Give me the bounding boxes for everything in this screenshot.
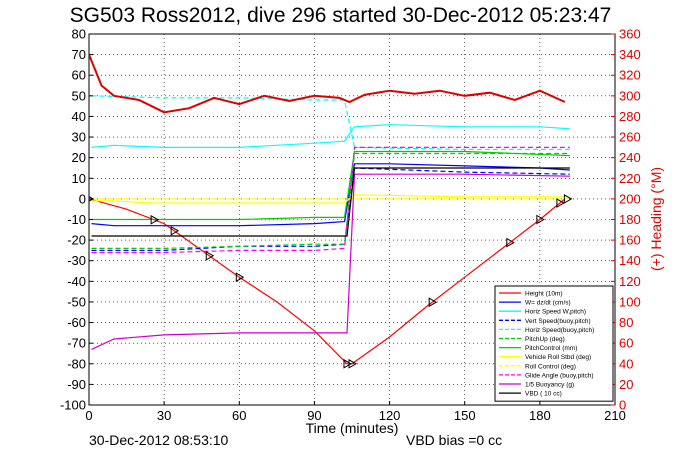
series-line <box>91 163 570 227</box>
y-tick-label: 0 <box>79 191 86 206</box>
right-tick-label: 40 <box>619 356 633 371</box>
y-tick-label: -60 <box>67 315 86 330</box>
y-tick-label: 30 <box>72 130 86 145</box>
x-tick-label: 30 <box>157 408 171 423</box>
right-tick-label: 160 <box>619 233 641 248</box>
depth-marker <box>556 198 565 208</box>
y-tick-label: 50 <box>72 88 86 103</box>
right-tick-label: 300 <box>619 88 641 103</box>
right-tick-label: 0 <box>619 398 626 413</box>
y-tick-label: -40 <box>67 274 86 289</box>
y-tick-label: 60 <box>72 68 86 83</box>
y-tick-label: -70 <box>67 336 86 351</box>
legend-entry-label: Glide Angle (buoy,pitch) <box>525 372 594 379</box>
x-axis-label: Time (minutes) <box>306 420 399 436</box>
legend-entry-label: Vehicle Roll Stbd (deg) <box>525 354 591 361</box>
right-tick-label: 100 <box>619 294 641 309</box>
series-line <box>91 167 570 237</box>
legend-entry-label: W= dz/dt (cm/s) <box>525 300 571 307</box>
y-tick-label: -10 <box>67 212 86 227</box>
depth-marker <box>348 358 358 369</box>
y-tick-label: -80 <box>67 356 86 371</box>
right-axis-label: (+) Heading (°M) <box>648 167 664 271</box>
footer-timestamp: 30-Dec-2012 08:53:10 <box>89 432 229 448</box>
series-line <box>91 95 570 150</box>
series-line <box>89 198 566 365</box>
depth-marker <box>205 250 215 261</box>
x-tick-label: 180 <box>529 408 551 423</box>
x-tick-label: 210 <box>604 408 626 423</box>
series-line <box>91 152 570 249</box>
depth-marker <box>536 214 545 225</box>
footer-vbd-bias: VBD bias =0 cc <box>406 432 503 448</box>
right-tick-label: 260 <box>619 130 641 145</box>
legend-entry-label: Vert Speed(buoy,pitch) <box>525 318 591 325</box>
right-tick-label: 180 <box>619 212 641 227</box>
heading-line <box>89 54 566 114</box>
series-line <box>91 173 570 350</box>
x-tick-label: 120 <box>379 408 401 423</box>
right-tick-label: 80 <box>619 315 633 330</box>
series-group <box>89 54 570 365</box>
y-tick-label: 10 <box>72 171 86 186</box>
legend-entry-label: PitchUp (deg) <box>525 336 565 343</box>
y-tick-label: 40 <box>72 109 86 124</box>
series-line <box>91 194 570 204</box>
depth-marker <box>506 237 515 248</box>
right-tick-label: 240 <box>619 150 641 165</box>
depth-marker <box>89 196 95 202</box>
legend: Height (10m) W= dz/dt (cm/s) Horiz Speed W… <box>494 285 614 402</box>
legend-entry-label: PitchControl (mm) <box>525 345 577 352</box>
right-tick-label: 220 <box>619 171 641 186</box>
y-tick-label: -90 <box>67 377 86 392</box>
x-tick-label: 60 <box>232 408 246 423</box>
chart-title: SG503 Ross2012, dive 296 started 30-Dec-… <box>69 4 612 27</box>
series-line <box>91 150 570 221</box>
x-tick-label: 150 <box>454 408 476 423</box>
legend-box <box>494 285 614 402</box>
legend-entry-label: Horiz Speed(buoy,pitch) <box>525 327 594 334</box>
right-tick-label: 60 <box>619 336 633 351</box>
axes-group: 0 30 60 90 120 150 180 210-100-90-80-70-60-50-4… <box>60 27 641 424</box>
series-line <box>91 124 570 148</box>
y-tick-label: 20 <box>72 150 86 165</box>
depth-marker <box>170 225 180 236</box>
y-tick-label: -50 <box>67 294 86 309</box>
right-tick-label: 20 <box>619 377 633 392</box>
legend-entry-label: Height (10m) <box>525 291 563 298</box>
y-tick-label: -20 <box>67 233 86 248</box>
right-tick-label: 200 <box>619 191 641 206</box>
y-tick-label: -100 <box>60 398 86 413</box>
legend-entry-label: 1/5 Buoyancy (g) <box>525 382 574 389</box>
depth-marker <box>343 358 352 369</box>
depth-marker <box>235 272 245 283</box>
x-tick-label: 90 <box>307 408 321 423</box>
legend-entry-label: Horiz Speed W,pitch) <box>525 309 586 316</box>
right-tick-label: 120 <box>619 274 641 289</box>
right-tick-label: 320 <box>619 68 641 83</box>
legend-entry-label: Roll Control (deg) <box>525 363 576 370</box>
right-tick-label: 360 <box>619 27 641 42</box>
y-tick-label: -30 <box>67 253 86 268</box>
right-tick-label: 140 <box>619 253 641 268</box>
legend-entry-label: VBD ( 10 cc) <box>525 391 562 398</box>
depth-marker <box>428 297 438 308</box>
depth-marker <box>563 194 573 204</box>
y-tick-label: 70 <box>72 47 86 62</box>
marker-group <box>89 194 573 369</box>
right-tick-label: 340 <box>619 47 641 62</box>
y-tick-label: 80 <box>72 27 86 42</box>
depth-marker <box>150 214 160 225</box>
right-tick-label: 280 <box>619 109 641 124</box>
x-tick-label: 0 <box>85 408 92 423</box>
